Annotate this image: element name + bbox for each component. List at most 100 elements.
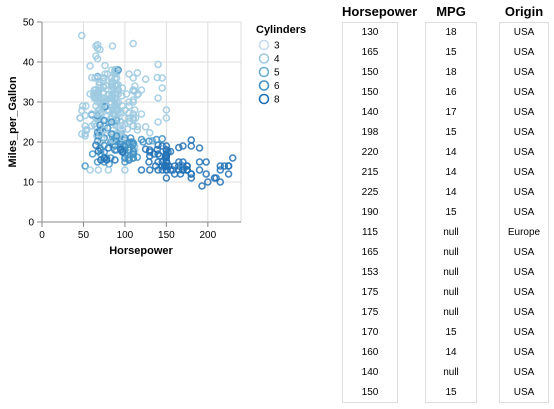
x-tick-label: 0 <box>39 230 45 241</box>
data-point <box>155 152 164 160</box>
data-point <box>108 42 117 50</box>
data-point <box>93 137 102 145</box>
data-point <box>216 178 225 186</box>
table-cell: Europe <box>507 227 541 238</box>
table-cell: USA <box>513 147 535 158</box>
table-cell: 150 <box>361 67 379 78</box>
legend-label: 4 <box>274 54 280 65</box>
data-point <box>133 69 142 77</box>
table-cell: 15 <box>445 207 457 218</box>
table-cell: 140 <box>361 367 379 378</box>
data-point <box>162 174 171 182</box>
data-point <box>162 166 171 174</box>
data-point <box>187 174 196 182</box>
table-cell: null <box>443 227 459 238</box>
data-point <box>78 102 87 110</box>
data-point <box>108 78 117 86</box>
table-cell: null <box>443 307 459 318</box>
table-cell: USA <box>513 87 535 98</box>
table-cell: 198 <box>361 127 379 138</box>
table-cell: null <box>443 267 459 278</box>
data-point <box>121 166 129 174</box>
data-point <box>111 156 119 164</box>
table-cell: USA <box>513 127 535 138</box>
y-tick-label: 0 <box>28 218 34 229</box>
y-tick-label: 20 <box>23 138 35 149</box>
data-point <box>112 137 121 145</box>
table-cell: 17 <box>445 107 457 118</box>
data-point <box>198 182 206 190</box>
legend-label: 8 <box>274 95 280 106</box>
data-point <box>118 148 127 156</box>
y-tick-label: 10 <box>23 178 35 189</box>
data-point <box>99 94 108 102</box>
data-point <box>187 170 196 178</box>
data-point <box>107 94 116 102</box>
data-point <box>94 166 103 174</box>
data-point <box>99 82 108 90</box>
origin-list: USA USA USA USA USA USA USA USA USA USA Europe USA U… <box>499 22 549 403</box>
data-point <box>121 158 129 166</box>
table-cell: USA <box>513 167 535 178</box>
data-point <box>224 170 233 178</box>
data-point <box>195 158 204 166</box>
table-cell: USA <box>513 27 535 38</box>
table-cell: USA <box>513 307 535 318</box>
data-point <box>141 145 150 153</box>
data-point <box>129 39 138 48</box>
table-cell: 115 <box>362 227 378 238</box>
table-cell: 220 <box>361 147 379 158</box>
table-cell: 215 <box>361 167 379 178</box>
table-cell: 16 <box>445 87 457 98</box>
data-point <box>137 135 146 144</box>
table-cell: USA <box>513 347 535 358</box>
data-point <box>216 166 225 174</box>
legend-symbol <box>258 53 270 64</box>
legend: Cylinders 3 4 5 6 8 <box>256 24 306 106</box>
data-point <box>152 135 161 144</box>
data-point <box>101 70 109 78</box>
data-point <box>183 166 191 174</box>
table-cell: USA <box>513 287 535 298</box>
table-cell: 14 <box>445 147 457 158</box>
table-cell: null <box>443 287 459 298</box>
data-point <box>78 31 86 40</box>
data-point <box>111 106 119 114</box>
data-point <box>129 114 138 122</box>
table-cell: null <box>443 367 459 378</box>
data-point <box>81 162 89 170</box>
data-point <box>162 106 171 114</box>
data-point <box>187 142 196 150</box>
data-point <box>107 86 116 94</box>
data-point <box>125 70 133 78</box>
data-point <box>93 110 102 118</box>
table-cell: 15 <box>445 327 457 338</box>
data-point <box>141 123 150 131</box>
table-cell: 14 <box>445 347 457 358</box>
data-point <box>88 150 97 158</box>
data-point <box>179 162 187 170</box>
column-header-origin: Origin <box>504 4 544 19</box>
table-cell: 150 <box>361 87 379 98</box>
table-cell: null <box>443 247 459 258</box>
data-point <box>92 141 100 149</box>
table-cell: 190 <box>361 207 379 218</box>
data-point <box>137 110 146 118</box>
data-point <box>145 166 154 174</box>
table-cell: 165 <box>361 47 379 58</box>
data-point <box>104 166 113 174</box>
data-point <box>129 110 138 118</box>
x-tick-label: 150 <box>158 230 175 241</box>
legend-title: Cylinders <box>256 24 306 36</box>
data-point <box>202 170 210 178</box>
column-header-mpg: MPG <box>436 4 466 19</box>
table-cell: USA <box>513 367 535 378</box>
data-points <box>76 31 237 190</box>
data-point <box>220 162 229 170</box>
data-point <box>145 129 154 137</box>
table-cell: USA <box>513 267 535 278</box>
table-cell: 175 <box>361 287 379 298</box>
data-point <box>78 106 86 115</box>
data-point <box>133 126 142 134</box>
data-point <box>86 62 94 70</box>
